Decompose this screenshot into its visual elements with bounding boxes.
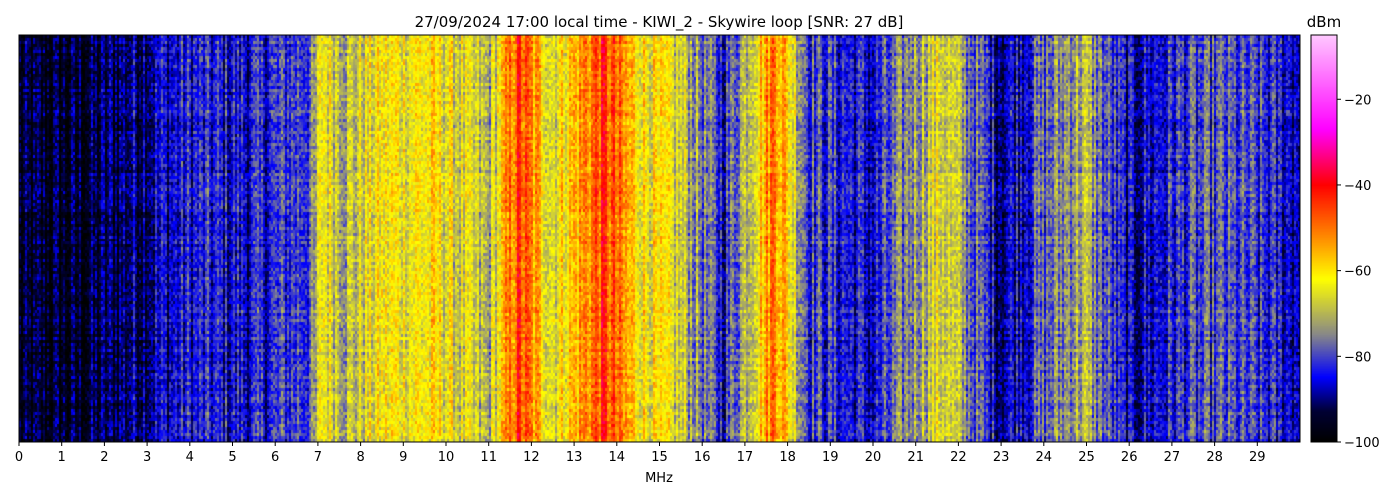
- colorbar-tick-label: −100: [1344, 436, 1380, 451]
- x-tick-label: 3: [143, 450, 151, 465]
- x-tick-label: 18: [779, 450, 796, 465]
- x-tick-label: 20: [865, 450, 882, 465]
- x-tick-label: 22: [950, 450, 967, 465]
- chart-title: 27/09/2024 17:00 local time - KIWI_2 - S…: [415, 13, 904, 32]
- x-tick-label: 25: [1078, 450, 1095, 465]
- colorbar-tick-label: −20: [1344, 93, 1371, 108]
- x-tick-label: 23: [993, 450, 1010, 465]
- x-tick-label: 26: [1121, 450, 1138, 465]
- x-tick-label: 28: [1206, 450, 1223, 465]
- x-tick-label: 6: [271, 450, 279, 465]
- colorbar-frame: [1310, 34, 1338, 443]
- x-tick-label: 16: [694, 450, 711, 465]
- x-tick-label: 17: [737, 450, 754, 465]
- x-tick-label: 4: [186, 450, 194, 465]
- x-tick-label: 14: [609, 450, 626, 465]
- colorbar-label: dBm: [1307, 13, 1341, 31]
- x-tick-label: 7: [314, 450, 322, 465]
- x-axis: 0 1 2 3 4 5 6 7 8 9 10 11 12 13 14 15 16 17 18 19 20 21 22 23 24…: [15, 442, 1266, 465]
- x-tick-label: 12: [523, 450, 540, 465]
- x-tick-label: 8: [356, 450, 364, 465]
- x-tick-label: 13: [566, 450, 583, 465]
- x-tick-label: 19: [822, 450, 839, 465]
- x-axis-label: MHz: [645, 471, 673, 486]
- colorbar-tick-label: −60: [1344, 265, 1371, 280]
- plot-frame: [18, 34, 1301, 443]
- colorbar: [1311, 35, 1337, 442]
- colorbar-tick-label: −80: [1344, 350, 1371, 365]
- x-tick-label: 29: [1249, 450, 1266, 465]
- x-tick-label: 21: [907, 450, 924, 465]
- x-tick-label: 9: [399, 450, 407, 465]
- x-tick-label: 11: [480, 450, 497, 465]
- waterfall-plot-area: [19, 35, 1300, 442]
- x-tick-label: 1: [58, 450, 66, 465]
- x-tick-label: 10: [438, 450, 455, 465]
- x-tick-label: 27: [1164, 450, 1181, 465]
- colorbar-tick-label: −40: [1344, 179, 1371, 194]
- x-tick-label: 2: [100, 450, 108, 465]
- colorbar-axis: −20 −40 −60 −80 −100: [1337, 93, 1380, 451]
- x-tick-label: 5: [228, 450, 236, 465]
- x-tick-label: 15: [651, 450, 668, 465]
- x-tick-label: 24: [1036, 450, 1053, 465]
- x-tick-label: 0: [15, 450, 23, 465]
